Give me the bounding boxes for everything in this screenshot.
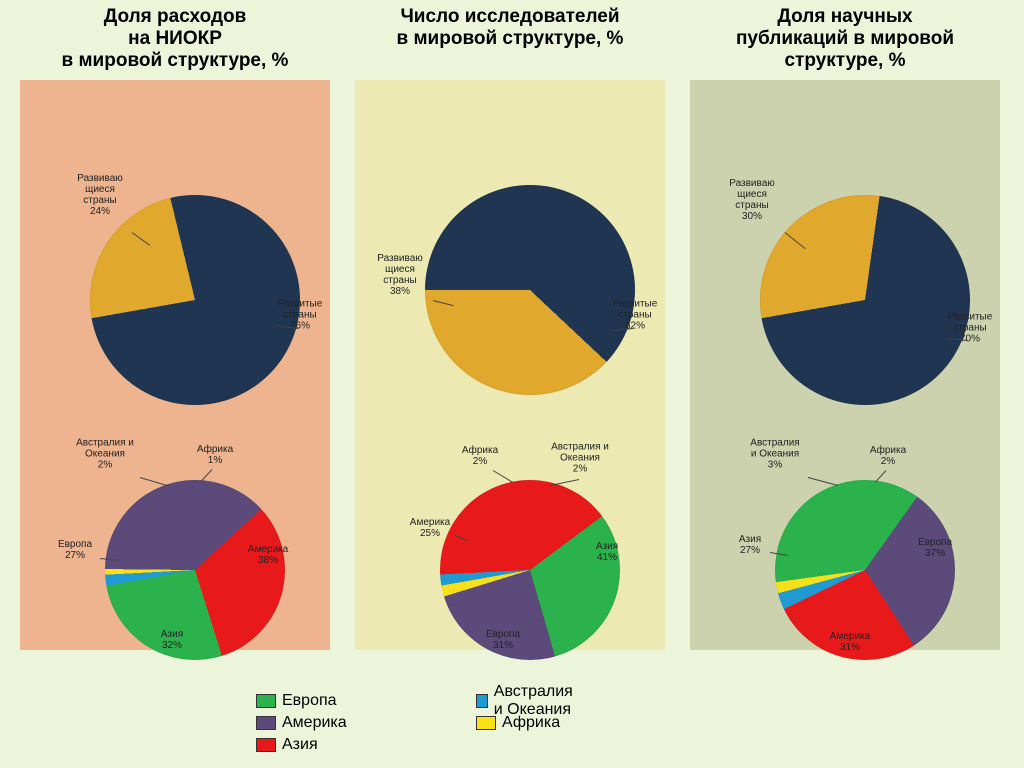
legend-label: Америка — [282, 714, 347, 732]
leader-line — [808, 477, 838, 486]
legend-label: Европа — [282, 692, 337, 710]
slice-label: Америка 38% — [248, 544, 288, 566]
slice-label: Азия 32% — [161, 629, 183, 651]
panel-title-researchers: Число исследователей в мировой структуре… — [355, 6, 665, 50]
slice-label: Азия 41% — [596, 541, 618, 563]
slice-label: Австралия и Океания 2% — [76, 438, 134, 471]
panel-publications: Развиваю щиеся страны 30%Развитые страны… — [690, 80, 1000, 650]
slice-label: Африка 1% — [197, 444, 233, 466]
legend-swatch — [256, 716, 276, 730]
slice-label: Европа 27% — [58, 539, 92, 561]
slice-label: Америка 25% — [410, 517, 450, 539]
legend-swatch — [256, 694, 276, 708]
chart-stage: Доля расходов на НИОКР в мировой структу… — [0, 0, 1024, 768]
slice-label: Развиваю щиеся страны 30% — [729, 178, 775, 222]
panel-title-publications: Доля научных публикаций в мировой структ… — [690, 6, 1000, 72]
slice-label: Африка 2% — [870, 445, 906, 467]
legend-swatch — [476, 694, 488, 708]
slice-label: Австралия и Океания 3% — [750, 438, 799, 471]
legend-item-america: Америка — [256, 712, 347, 734]
legend-item-asia: Азия — [256, 734, 347, 756]
slice-label: Европа 31% — [486, 629, 520, 651]
leader-line — [140, 477, 170, 487]
legend-item-australia: Австралия и Океания — [476, 690, 581, 712]
legend-swatch — [256, 738, 276, 752]
legend-item-europe: Европа — [256, 690, 347, 712]
pie-chart — [105, 480, 285, 660]
slice-label: Развиваю щиеся страны 38% — [377, 253, 423, 297]
slice-label: Развитые страны 62% — [613, 299, 658, 332]
panel-rnd: Развиваю щиеся страны 24%Развитые страны… — [20, 80, 330, 650]
pie-chart — [425, 185, 635, 395]
leader-line — [493, 470, 514, 483]
slice-label: Азия 27% — [739, 534, 761, 556]
slice-label: Африка 2% — [462, 445, 498, 467]
pie-chart — [440, 480, 620, 660]
legend-label: Азия — [282, 736, 318, 754]
slice-label: Развиваю щиеся страны 24% — [77, 173, 123, 217]
pie-chart — [760, 195, 970, 405]
panel-researchers: Развитые страны 62% Развиваю щиеся страны… — [355, 80, 665, 650]
panel-title-rnd: Доля расходов на НИОКР в мировой структу… — [20, 6, 330, 72]
legend-swatch — [476, 716, 496, 730]
slice-label: Австралия и Океания 2% — [551, 442, 609, 475]
pie-chart — [90, 195, 300, 405]
slice-label: Европа 37% — [918, 537, 952, 559]
slice-label: Америка 31% — [830, 631, 870, 653]
legend-label: Африка — [502, 714, 560, 732]
